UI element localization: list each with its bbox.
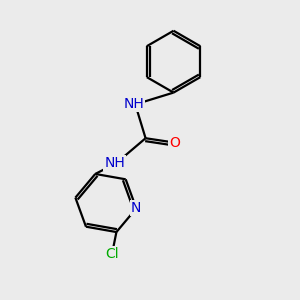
Text: Cl: Cl: [105, 247, 119, 261]
Text: NH: NH: [104, 156, 125, 170]
Text: NH: NH: [123, 98, 144, 111]
Text: O: O: [169, 136, 181, 150]
Text: N: N: [131, 201, 142, 215]
